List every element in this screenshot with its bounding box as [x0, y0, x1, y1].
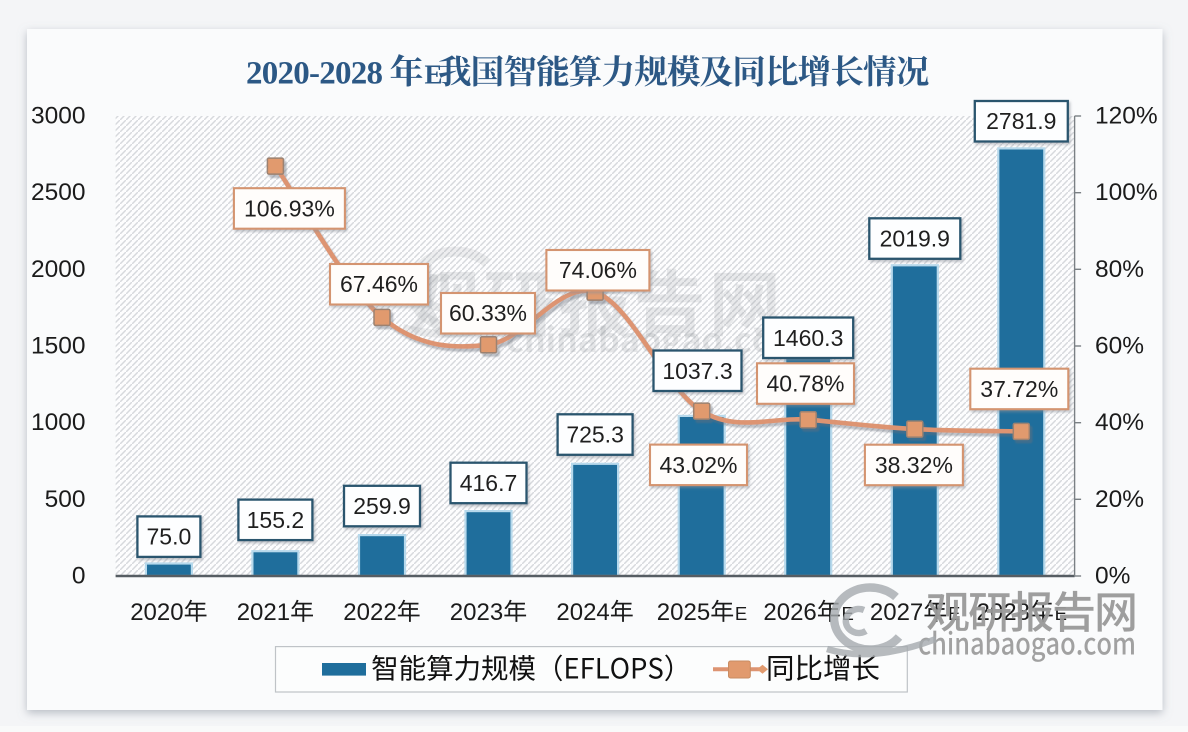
svg-text:2019.9: 2019.9: [880, 226, 950, 252]
svg-text:2027: 2027: [870, 599, 923, 626]
svg-text:37.72%: 37.72%: [980, 376, 1058, 402]
svg-text:60%: 60%: [1095, 333, 1144, 360]
svg-text:2020: 2020: [130, 599, 183, 626]
svg-text:75.0: 75.0: [147, 524, 192, 550]
svg-text:2026: 2026: [763, 599, 816, 626]
svg-text:2781.9: 2781.9: [986, 108, 1056, 134]
svg-text:416.7: 416.7: [460, 470, 518, 496]
svg-text:259.9: 259.9: [353, 493, 411, 519]
svg-text:40%: 40%: [1095, 409, 1144, 436]
svg-text:80%: 80%: [1095, 256, 1144, 283]
svg-text:725.3: 725.3: [566, 422, 624, 448]
svg-text:67.46%: 67.46%: [340, 271, 418, 297]
svg-text:2023: 2023: [450, 599, 503, 626]
svg-text:2500: 2500: [31, 179, 86, 206]
svg-text:500: 500: [45, 486, 86, 513]
svg-text:43.02%: 43.02%: [659, 452, 737, 478]
svg-text:3000: 3000: [31, 103, 86, 130]
svg-text:E: E: [425, 60, 443, 90]
svg-text:E: E: [735, 603, 747, 624]
svg-text:120%: 120%: [1095, 103, 1158, 130]
svg-text:20%: 20%: [1095, 486, 1144, 513]
svg-text:74.06%: 74.06%: [559, 257, 637, 283]
svg-text:0: 0: [72, 563, 86, 590]
svg-text:100%: 100%: [1095, 179, 1158, 206]
svg-text:2022: 2022: [343, 599, 396, 626]
svg-text:155.2: 155.2: [247, 507, 305, 533]
svg-text:2025: 2025: [657, 599, 710, 626]
svg-text:60.33%: 60.33%: [449, 300, 527, 326]
svg-text:1000: 1000: [31, 409, 86, 436]
svg-text:106.93%: 106.93%: [244, 195, 335, 221]
svg-text:1500: 1500: [31, 333, 86, 360]
svg-text:40.78%: 40.78%: [766, 371, 844, 397]
svg-text:0%: 0%: [1095, 563, 1130, 590]
svg-text:2024: 2024: [556, 599, 609, 626]
svg-text:2020-2028: 2020-2028: [246, 56, 383, 92]
svg-text:1037.3: 1037.3: [662, 358, 732, 384]
svg-text:2000: 2000: [31, 256, 86, 283]
svg-text:2021: 2021: [237, 599, 290, 626]
svg-text:1460.3: 1460.3: [773, 325, 843, 351]
svg-text:38.32%: 38.32%: [875, 452, 953, 478]
